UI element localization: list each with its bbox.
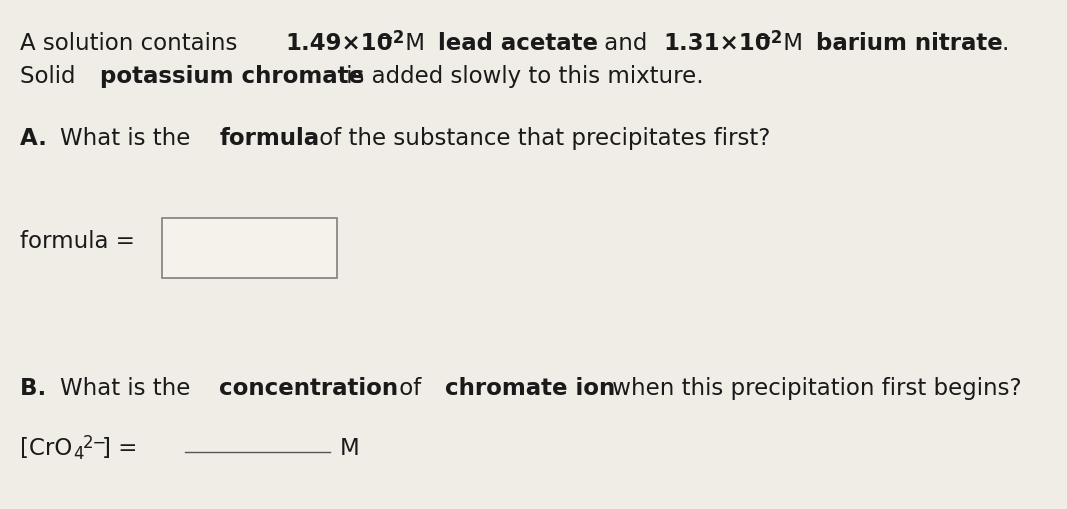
Text: lead acetate: lead acetate (437, 32, 598, 55)
Text: is added slowly to this mixture.: is added slowly to this mixture. (339, 65, 703, 88)
Text: 2−: 2− (83, 434, 107, 451)
Text: barium nitrate: barium nitrate (816, 32, 1003, 55)
Text: when this precipitation first begins?: when this precipitation first begins? (605, 377, 1021, 400)
Text: of: of (393, 377, 429, 400)
Text: and: and (598, 32, 655, 55)
Text: B.: B. (20, 377, 54, 400)
Text: .: . (1002, 32, 1009, 55)
Text: What is the: What is the (60, 127, 197, 150)
Text: M: M (398, 32, 432, 55)
Text: 4: 4 (74, 445, 83, 463)
Text: formula =: formula = (20, 230, 134, 253)
Text: What is the: What is the (60, 377, 197, 400)
Text: −2: −2 (757, 29, 782, 47)
Text: [CrO: [CrO (20, 437, 73, 460)
Text: M: M (776, 32, 810, 55)
Text: A solution contains: A solution contains (20, 32, 244, 55)
Text: of the substance that precipitates first?: of the substance that precipitates first… (313, 127, 770, 150)
Text: 1.31×10: 1.31×10 (664, 32, 771, 55)
Text: concentration: concentration (220, 377, 398, 400)
Text: −2: −2 (379, 29, 404, 47)
Text: Solid: Solid (20, 65, 83, 88)
Text: 1.49×10: 1.49×10 (286, 32, 394, 55)
Text: A.: A. (20, 127, 54, 150)
Text: formula: formula (220, 127, 319, 150)
Text: M: M (340, 437, 360, 460)
Text: chromate ion: chromate ion (445, 377, 616, 400)
Text: ] =: ] = (101, 437, 138, 460)
Text: potassium chromate: potassium chromate (99, 65, 364, 88)
